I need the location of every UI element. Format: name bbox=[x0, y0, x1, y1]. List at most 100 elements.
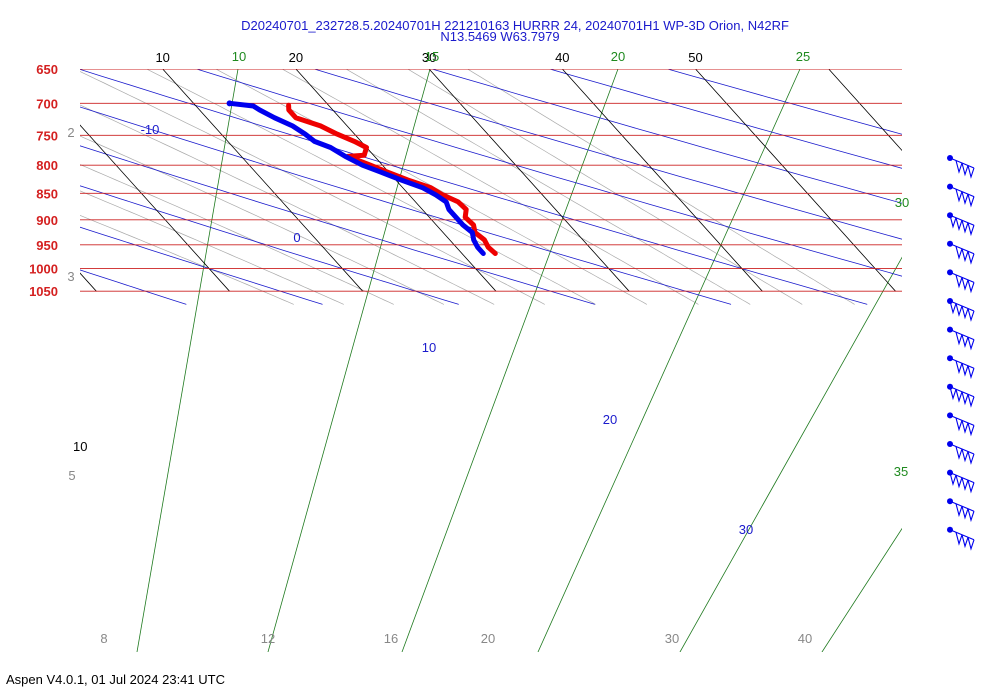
wind-barb bbox=[947, 441, 975, 465]
wind-barb-flag bbox=[955, 474, 963, 489]
mixing-ratio-line bbox=[136, 69, 239, 652]
wind-barb bbox=[947, 298, 975, 322]
wind-barbs bbox=[947, 155, 975, 551]
wind-barb-flag bbox=[949, 386, 957, 401]
wind-barb-flag bbox=[967, 308, 975, 322]
wind-barb bbox=[947, 212, 975, 237]
mixing-ratio-line bbox=[537, 69, 801, 652]
mixing-ratio-label-10: 10 bbox=[232, 49, 246, 64]
isotherm-label-left: 10 bbox=[73, 439, 87, 454]
pressure-label-750: 750 bbox=[36, 128, 58, 143]
wind-barb-flag bbox=[961, 534, 969, 549]
mixing-ratio-line bbox=[821, 527, 902, 652]
dry-adiabat-line bbox=[312, 69, 902, 240]
mixing-ratio-line bbox=[679, 256, 902, 652]
pressure-label-700: 700 bbox=[36, 96, 58, 111]
wind-barb-flag bbox=[967, 279, 975, 294]
isotherm-labels: 10 20 30 40 50 10 bbox=[73, 50, 703, 454]
dewpoint-top-point bbox=[226, 100, 233, 107]
wind-barb-flag bbox=[961, 162, 969, 177]
dry-adiabat-line bbox=[80, 226, 323, 305]
mixing-ratio-lines bbox=[136, 69, 902, 652]
pressure-label-650: 650 bbox=[36, 62, 58, 77]
wind-barb-flag bbox=[961, 448, 969, 463]
isotherm-line bbox=[162, 69, 364, 292]
wind-barb-flag bbox=[955, 389, 963, 403]
wind-barb-flag bbox=[967, 365, 975, 380]
mixing-ratio-label-20: 20 bbox=[611, 49, 625, 64]
isotherm-line bbox=[428, 69, 630, 292]
plot-area bbox=[80, 69, 902, 652]
moist-adiabat-line bbox=[80, 71, 545, 305]
dry-adiabat-label-20: 20 bbox=[603, 412, 617, 427]
wind-barb-flag bbox=[955, 217, 963, 232]
chart-title-line2: N13.5469 W63.7979 bbox=[440, 29, 559, 44]
wind-barb-flag bbox=[955, 188, 963, 203]
dry-adiabat-line bbox=[195, 69, 902, 277]
mixing-ratio-line bbox=[401, 69, 619, 652]
wind-barb bbox=[947, 412, 975, 437]
wind-barb bbox=[947, 155, 975, 179]
wind-barb-flag bbox=[961, 420, 969, 434]
mixing-ratio-label-35: 35 bbox=[894, 464, 908, 479]
wind-barb-flag bbox=[967, 537, 975, 551]
wind-barb-flag bbox=[967, 394, 975, 408]
moist-adiabats bbox=[80, 69, 855, 305]
dry-adiabat-line bbox=[80, 269, 187, 305]
wind-barb-flag bbox=[955, 246, 963, 260]
wind-barb-flag bbox=[967, 336, 975, 351]
isotherm-line bbox=[561, 69, 763, 292]
wind-barb bbox=[947, 269, 975, 294]
wetbulb-label-left-2: 2 bbox=[67, 125, 74, 140]
isotherm-line bbox=[695, 69, 896, 292]
isobars bbox=[80, 69, 902, 292]
wind-barb-flag bbox=[949, 472, 957, 487]
moist-adiabat-line bbox=[281, 69, 699, 305]
wind-barb-flag bbox=[967, 451, 975, 465]
wind-barb-flag bbox=[955, 446, 963, 460]
wind-barb-flag bbox=[967, 251, 975, 265]
sounding-profiles bbox=[226, 100, 498, 256]
wind-barb-flag bbox=[961, 277, 969, 291]
dry-adiabat-label--10: -10 bbox=[141, 122, 160, 137]
wind-barb-flag bbox=[967, 479, 975, 494]
wind-barb-flag bbox=[961, 220, 969, 234]
wind-barb-flag bbox=[967, 422, 975, 437]
wind-barb-flag bbox=[961, 305, 969, 320]
isotherm-label-10: 10 bbox=[155, 50, 169, 65]
pressure-labels: 650 700 750 800 850 900 950 1000 1050 bbox=[29, 62, 58, 299]
pressure-label-1000: 1000 bbox=[29, 262, 58, 277]
footer-version: Aspen V4.0.1, 01 Jul 2024 23:41 UTC bbox=[6, 672, 225, 687]
dry-adiabat-labels: -10 0 10 20 30 bbox=[141, 122, 754, 537]
wind-barb-flag bbox=[961, 248, 969, 263]
wind-barb-flag bbox=[967, 222, 975, 237]
wind-barb bbox=[947, 240, 975, 265]
isotherm-label-40: 40 bbox=[555, 50, 569, 65]
wind-barb bbox=[947, 498, 975, 523]
wind-barb bbox=[947, 383, 975, 408]
wetbulb-label-bottom-16: 16 bbox=[384, 631, 398, 646]
wind-barb-flag bbox=[955, 532, 963, 546]
wind-barb bbox=[947, 526, 975, 551]
wind-barb-flag bbox=[961, 191, 969, 206]
dry-adiabats bbox=[80, 69, 902, 305]
wind-barb-flag bbox=[967, 193, 975, 208]
wetbulb-label-bottom-40: 40 bbox=[798, 631, 812, 646]
wetbulb-label-bottom-12: 12 bbox=[261, 631, 275, 646]
dry-adiabat-line bbox=[80, 69, 868, 305]
dry-adiabat-label-10: 10 bbox=[422, 340, 436, 355]
isotherm-line bbox=[80, 124, 230, 292]
wind-barb-flag bbox=[955, 160, 963, 174]
dry-adiabat-line bbox=[430, 69, 902, 204]
wind-barb-flag bbox=[967, 165, 975, 179]
moist-adiabat-line bbox=[80, 104, 495, 305]
pressure-label-1050: 1050 bbox=[29, 284, 58, 299]
isotherm-label-50: 50 bbox=[688, 50, 702, 65]
isotherms bbox=[80, 69, 902, 292]
wind-barb-flag bbox=[955, 360, 963, 375]
dry-adiabat-line bbox=[548, 69, 902, 169]
wind-barb-flag bbox=[961, 477, 969, 492]
mixing-ratio-label-15: 15 bbox=[425, 49, 439, 64]
